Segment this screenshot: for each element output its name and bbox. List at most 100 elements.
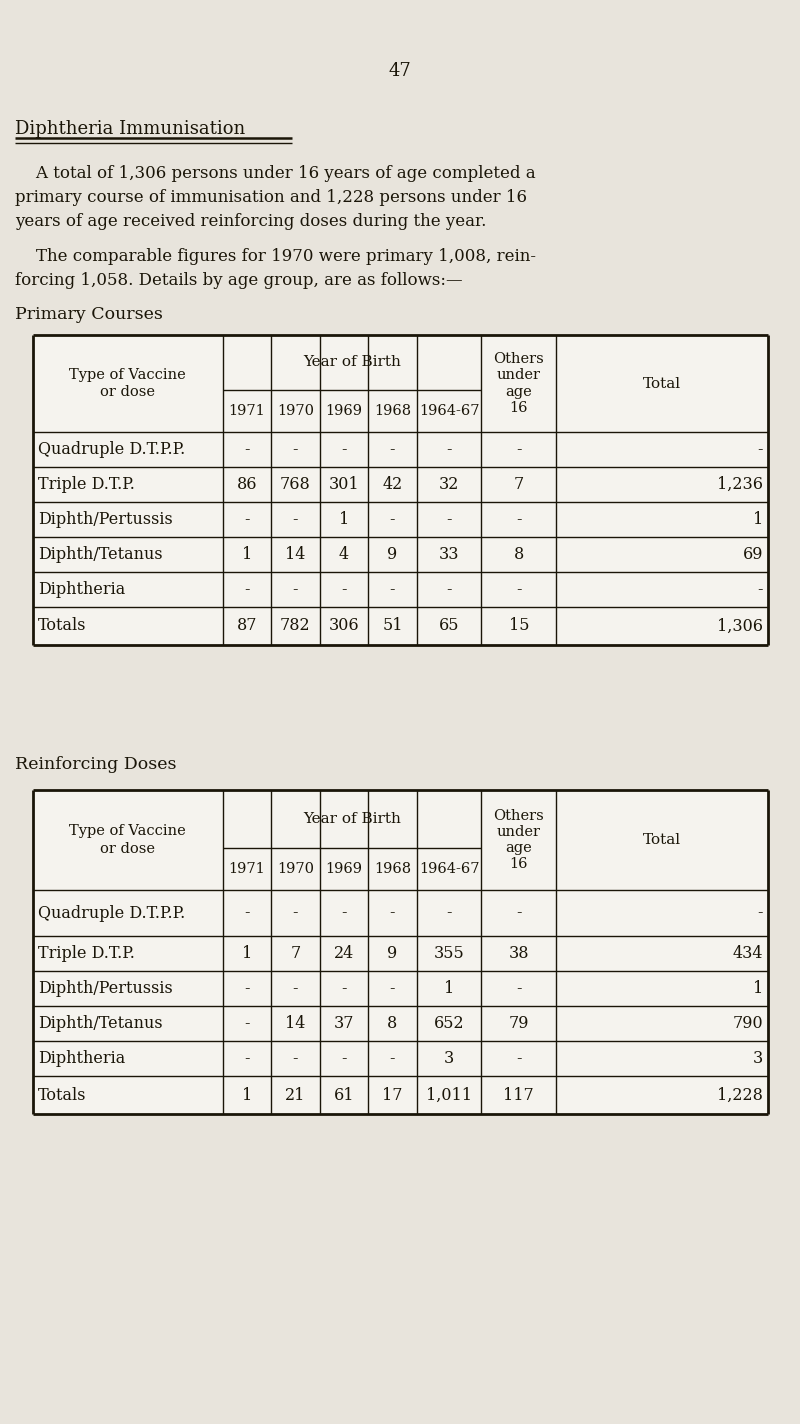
Text: 8: 8 [514, 545, 524, 562]
Text: A total of 1,306 persons under 16 years of age completed a: A total of 1,306 persons under 16 years … [15, 165, 536, 182]
Text: 33: 33 [438, 545, 459, 562]
Text: 1964-67: 1964-67 [418, 404, 479, 419]
Text: -: - [758, 581, 763, 598]
Text: 1968: 1968 [374, 862, 411, 876]
Text: Total: Total [643, 833, 682, 847]
Text: 69: 69 [742, 545, 763, 562]
Text: 9: 9 [387, 545, 398, 562]
Text: 1: 1 [753, 980, 763, 997]
Text: Diphtheria: Diphtheria [38, 581, 126, 598]
Text: 24: 24 [334, 946, 354, 963]
Text: 79: 79 [509, 1015, 529, 1032]
Text: The comparable figures for 1970 were primary 1,008, rein-: The comparable figures for 1970 were pri… [15, 248, 536, 265]
Text: -: - [758, 904, 763, 921]
Text: -: - [516, 980, 522, 997]
Text: -: - [341, 904, 346, 921]
Text: 301: 301 [329, 476, 359, 493]
Text: -: - [293, 980, 298, 997]
Text: 1: 1 [444, 980, 454, 997]
Text: 306: 306 [329, 618, 359, 635]
Text: 38: 38 [509, 946, 529, 963]
Text: Diphth/Tetanus: Diphth/Tetanus [38, 1015, 162, 1032]
Text: -: - [244, 980, 250, 997]
Text: Diphth/Pertussis: Diphth/Pertussis [38, 511, 173, 528]
Text: primary course of immunisation and 1,228 persons under 16: primary course of immunisation and 1,228… [15, 189, 527, 206]
Text: -: - [390, 581, 395, 598]
Text: 1971: 1971 [229, 404, 266, 419]
Text: -: - [446, 581, 452, 598]
Text: 87: 87 [237, 618, 257, 635]
Text: -: - [516, 581, 522, 598]
Text: 1970: 1970 [277, 404, 314, 419]
Text: -: - [390, 441, 395, 459]
Text: -: - [341, 441, 346, 459]
Text: 1,236: 1,236 [717, 476, 763, 493]
Text: 782: 782 [280, 618, 310, 635]
Text: 1: 1 [338, 511, 349, 528]
Text: 8: 8 [387, 1015, 398, 1032]
Text: -: - [516, 511, 522, 528]
Text: -: - [758, 441, 763, 459]
Text: 37: 37 [334, 1015, 354, 1032]
Text: -: - [446, 441, 452, 459]
Text: Diphth/Pertussis: Diphth/Pertussis [38, 980, 173, 997]
Text: 42: 42 [382, 476, 402, 493]
Text: 7: 7 [290, 946, 301, 963]
Text: Total: Total [643, 376, 682, 390]
Text: -: - [244, 1015, 250, 1032]
Text: -: - [293, 441, 298, 459]
Text: -: - [516, 441, 522, 459]
Text: -: - [390, 511, 395, 528]
Text: 1969: 1969 [326, 862, 362, 876]
Text: 355: 355 [434, 946, 464, 963]
Text: 14: 14 [286, 1015, 306, 1032]
Text: -: - [516, 904, 522, 921]
Text: Others
under
age
16: Others under age 16 [494, 352, 544, 414]
Text: Totals: Totals [38, 618, 86, 635]
Text: 1969: 1969 [326, 404, 362, 419]
Text: Year of Birth: Year of Birth [303, 812, 401, 826]
Text: 652: 652 [434, 1015, 464, 1032]
Text: 1964-67: 1964-67 [418, 862, 479, 876]
Text: 1: 1 [242, 946, 252, 963]
Text: 14: 14 [286, 545, 306, 562]
Text: forcing 1,058. Details by age group, are as follows:—: forcing 1,058. Details by age group, are… [15, 272, 462, 289]
Text: 1,228: 1,228 [717, 1087, 763, 1104]
Text: -: - [244, 581, 250, 598]
Text: -: - [293, 904, 298, 921]
Text: -: - [446, 904, 452, 921]
Text: -: - [244, 1049, 250, 1067]
Text: 61: 61 [334, 1087, 354, 1104]
Text: 65: 65 [438, 618, 459, 635]
Text: years of age received reinforcing doses during the year.: years of age received reinforcing doses … [15, 214, 486, 231]
Text: -: - [341, 980, 346, 997]
Text: 1,306: 1,306 [717, 618, 763, 635]
Text: Diphtheria: Diphtheria [38, 1049, 126, 1067]
Text: Type of Vaccine
or dose: Type of Vaccine or dose [70, 824, 186, 856]
Text: 1968: 1968 [374, 404, 411, 419]
Text: -: - [341, 1049, 346, 1067]
Text: 1: 1 [753, 511, 763, 528]
Text: 1: 1 [242, 545, 252, 562]
Text: 9: 9 [387, 946, 398, 963]
Text: -: - [244, 904, 250, 921]
Text: -: - [390, 980, 395, 997]
Text: 7: 7 [514, 476, 524, 493]
Text: 3: 3 [444, 1049, 454, 1067]
Text: -: - [293, 581, 298, 598]
Text: 117: 117 [503, 1087, 534, 1104]
Text: -: - [341, 581, 346, 598]
Text: -: - [390, 1049, 395, 1067]
Text: 1970: 1970 [277, 862, 314, 876]
Text: Diphtheria Immunisation: Diphtheria Immunisation [15, 120, 246, 138]
Text: Totals: Totals [38, 1087, 86, 1104]
Text: 86: 86 [237, 476, 257, 493]
Bar [33, 790, 768, 1114]
Text: -: - [244, 441, 250, 459]
Text: Others
under
age
16: Others under age 16 [494, 809, 544, 871]
Text: 51: 51 [382, 618, 402, 635]
Text: 4: 4 [339, 545, 349, 562]
Text: Triple D.T.P.: Triple D.T.P. [38, 946, 135, 963]
Text: Quadruple D.T.P.P.: Quadruple D.T.P.P. [38, 441, 186, 459]
Text: -: - [244, 511, 250, 528]
